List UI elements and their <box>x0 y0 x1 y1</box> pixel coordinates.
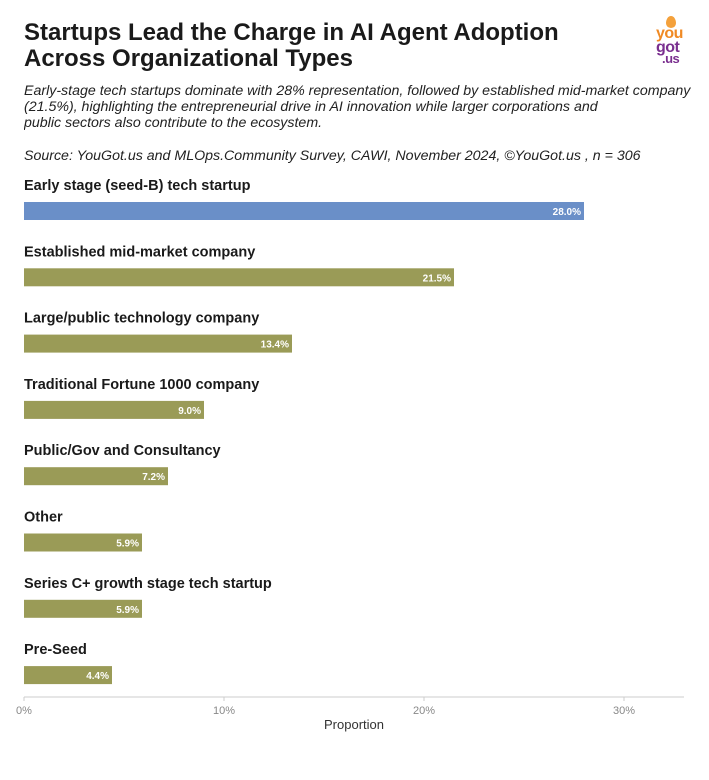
x-axis-title: Proportion <box>324 717 384 732</box>
subtitle-line: (21.5%), highlighting the entrepreneuria… <box>24 99 598 115</box>
data-label: 4.4% <box>86 671 109 682</box>
subtitle-line: public sectors also contribute to the ec… <box>24 115 323 131</box>
category-label: Early stage (seed-B) tech startup <box>24 178 251 194</box>
bar <box>24 334 292 353</box>
data-label: 21.5% <box>423 273 451 284</box>
bar <box>24 599 142 618</box>
bar <box>24 400 204 419</box>
data-label: 9.0% <box>178 406 201 417</box>
bar <box>24 467 168 486</box>
logo-flame-icon <box>666 16 676 28</box>
category-label: Pre-Seed <box>24 642 87 658</box>
logo-text-you: you <box>656 25 683 42</box>
category-label: Traditional Fortune 1000 company <box>24 377 259 393</box>
bar <box>24 533 142 552</box>
yougot-logo: you got .us <box>648 16 696 66</box>
logo-text-got: got <box>656 39 680 56</box>
data-label: 13.4% <box>261 340 289 351</box>
x-tick-label: 10% <box>213 705 235 717</box>
category-label: Established mid-market company <box>24 244 255 260</box>
x-tick-label: 20% <box>413 705 435 717</box>
category-label: Other <box>24 510 63 526</box>
data-label: 28.0% <box>553 207 581 218</box>
chart-source: Source: YouGot.us and MLOps.Community Su… <box>24 148 641 164</box>
chart-subtitle: Early-stage tech startups dominate with … <box>24 83 709 131</box>
chart-title: Startups Lead the Charge in AI Agent Ado… <box>24 19 559 72</box>
x-tick-label: 0% <box>16 705 32 717</box>
subtitle-line: Early-stage tech startups dominate with … <box>24 83 691 99</box>
category-label: Public/Gov and Consultancy <box>24 443 221 459</box>
data-label: 5.9% <box>116 539 139 550</box>
category-label: Series C+ growth stage tech startup <box>24 576 272 592</box>
data-label: 7.2% <box>142 472 165 483</box>
bar <box>24 268 454 287</box>
x-tick-label: 30% <box>613 705 635 717</box>
logo-text-us: .us <box>662 51 680 66</box>
data-label: 5.9% <box>116 605 139 616</box>
bar <box>24 202 584 220</box>
category-label: Large/public technology company <box>24 311 259 327</box>
bar <box>24 666 112 685</box>
